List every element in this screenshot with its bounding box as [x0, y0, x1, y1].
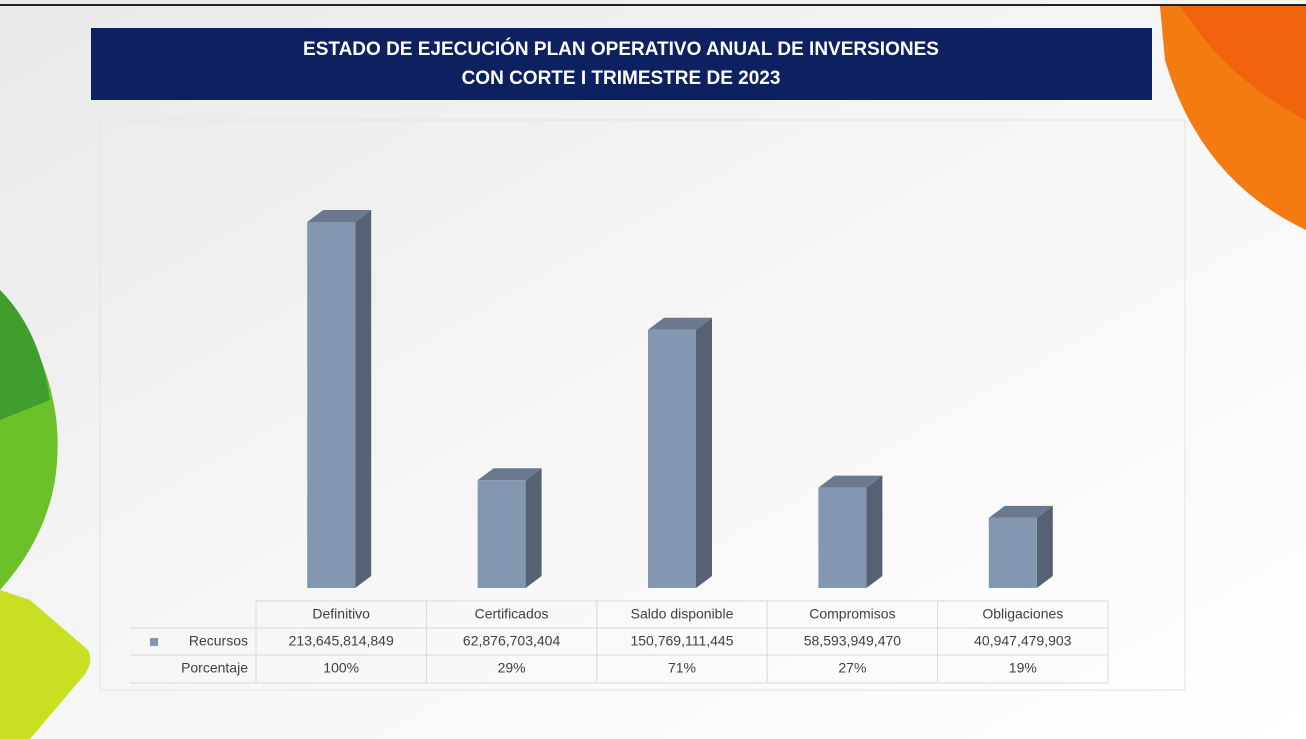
bar-side [1037, 506, 1053, 588]
bar [307, 222, 355, 588]
bar [989, 518, 1037, 588]
category-label: Obligaciones [982, 606, 1063, 622]
table-value: 213,645,814,849 [289, 633, 394, 649]
table-value: 19% [1009, 660, 1037, 676]
category-label: Compromisos [809, 606, 895, 622]
slide: ESTADO DE EJECUCIÓN PLAN OPERATIVO ANUAL… [0, 0, 1306, 739]
legend-label: Porcentaje [181, 660, 248, 676]
bar [478, 480, 526, 588]
bar [818, 488, 866, 588]
bar-side [355, 210, 371, 588]
bar-side [526, 468, 542, 588]
bar-side [866, 476, 882, 588]
table-value: 71% [668, 660, 696, 676]
table-value: 29% [498, 660, 526, 676]
table-value: 62,876,703,404 [463, 633, 561, 649]
legend-label: Recursos [189, 633, 248, 649]
chart-title: CON CORTE I TRIMESTRE DE 2023 [462, 68, 781, 89]
category-label: Definitivo [312, 606, 370, 622]
chart-title: ESTADO DE EJECUCIÓN PLAN OPERATIVO ANUAL… [303, 38, 939, 60]
category-label: Certificados [475, 606, 549, 622]
table-value: 100% [323, 660, 359, 676]
table-value: 27% [838, 660, 866, 676]
bar [648, 330, 696, 588]
category-label: Saldo disponible [631, 606, 734, 622]
bar-side [696, 318, 712, 588]
table-value: 58,593,949,470 [804, 633, 902, 649]
legend-marker [150, 638, 158, 646]
table-value: 40,947,479,903 [974, 633, 1072, 649]
table-value: 150,769,111,445 [630, 633, 733, 649]
